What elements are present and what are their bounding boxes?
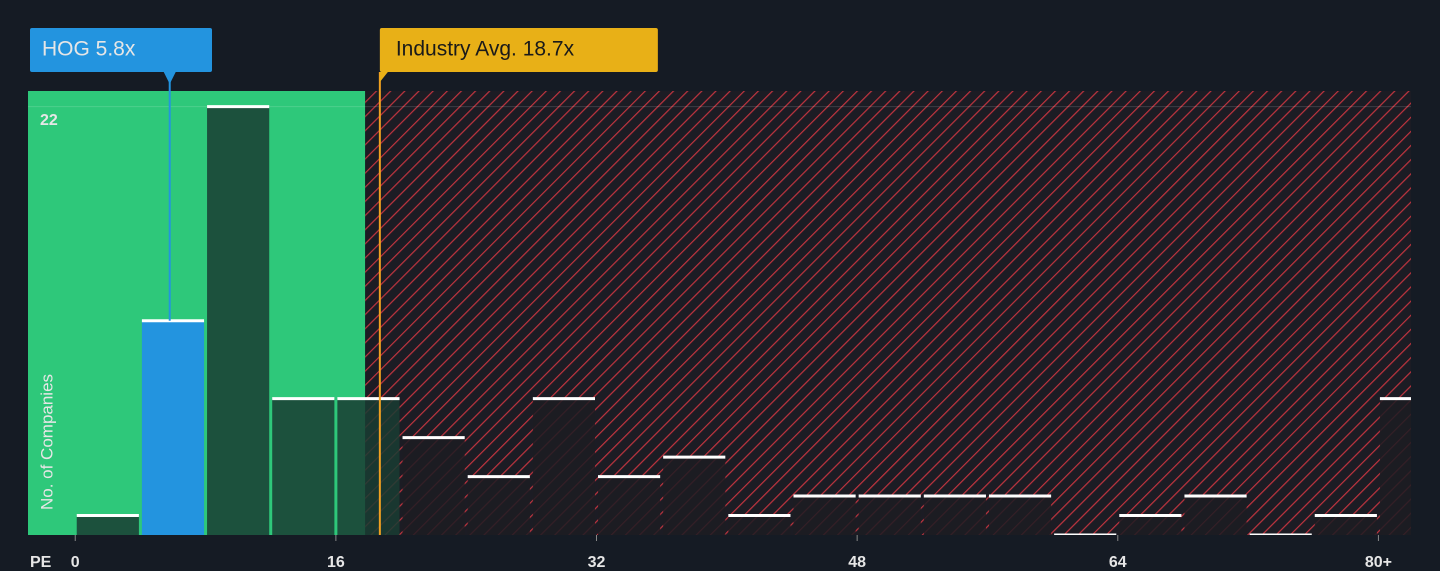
bar (337, 398, 400, 535)
x-axis-label: PE (30, 554, 52, 571)
bar (988, 496, 1052, 535)
bar (76, 515, 139, 535)
bar (1184, 496, 1247, 535)
bar (1119, 515, 1182, 535)
bar (663, 457, 726, 535)
x-tick-label: 64 (1109, 554, 1127, 571)
bar (272, 398, 335, 535)
annotation-pointer (163, 72, 176, 84)
expensive-region (365, 91, 1411, 535)
x-tick-label: 48 (848, 554, 866, 571)
annotation-pointer (379, 72, 388, 82)
bar (728, 515, 791, 535)
bar (793, 496, 856, 535)
bar (858, 496, 921, 535)
annotations: HOG 5.8x Industry Avg. 18.7x (30, 28, 658, 535)
x-tick-label: 16 (327, 554, 345, 571)
bar (532, 398, 596, 535)
annotation-box (30, 28, 212, 72)
bar (467, 476, 530, 535)
x-tick-label: 0 (71, 554, 80, 571)
bar (923, 496, 986, 535)
annotation-label: HOG 5.8x (42, 38, 136, 61)
annotation-label: Industry Avg. 18.7x (396, 38, 575, 61)
y-tick-label: 22 (40, 112, 58, 129)
bar (1314, 515, 1377, 535)
bar (598, 476, 661, 535)
y-axis-label: No. of Companies (37, 374, 56, 510)
bar (207, 106, 270, 535)
bar (402, 437, 465, 535)
x-tick-label: 32 (588, 554, 606, 571)
bar (1379, 398, 1411, 535)
bars (76, 105, 1411, 535)
bar (141, 320, 205, 535)
x-tick-label: 80+ (1365, 554, 1392, 571)
annotation-box (379, 28, 658, 72)
